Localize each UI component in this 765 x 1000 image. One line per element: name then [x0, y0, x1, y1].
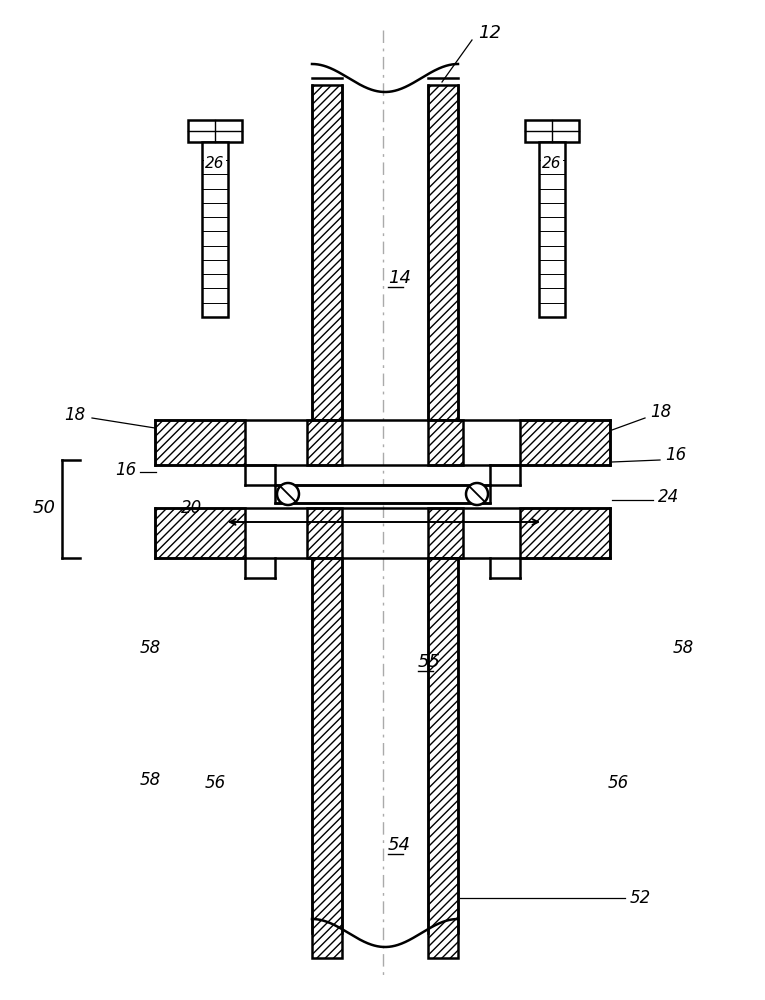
- Text: 56: 56: [607, 774, 629, 792]
- Bar: [428, 558, 458, 958]
- Bar: [312, 558, 342, 958]
- Text: 14: 14: [388, 269, 411, 287]
- Text: 18: 18: [650, 403, 671, 421]
- Circle shape: [466, 483, 488, 505]
- Bar: [525, 120, 579, 142]
- Text: 24: 24: [658, 488, 679, 506]
- Text: 58: 58: [139, 639, 161, 657]
- Circle shape: [277, 483, 299, 505]
- Text: 26: 26: [205, 156, 225, 172]
- Text: 26: 26: [542, 156, 562, 172]
- Text: 54: 54: [388, 836, 411, 854]
- Bar: [155, 508, 245, 558]
- Bar: [188, 120, 242, 142]
- Text: 50: 50: [32, 499, 56, 517]
- Text: 16: 16: [115, 461, 136, 479]
- Text: 58: 58: [672, 639, 694, 657]
- Bar: [520, 420, 610, 465]
- Bar: [312, 85, 342, 420]
- Bar: [428, 508, 463, 558]
- Bar: [428, 85, 458, 420]
- Text: 16: 16: [665, 446, 686, 464]
- Text: 58: 58: [139, 771, 161, 789]
- Bar: [520, 508, 610, 558]
- Text: 55: 55: [418, 653, 441, 671]
- Bar: [275, 485, 490, 503]
- Bar: [155, 420, 245, 465]
- Bar: [428, 420, 463, 465]
- Bar: [307, 508, 342, 558]
- Text: 18: 18: [64, 406, 86, 424]
- Bar: [539, 142, 565, 317]
- Text: 12: 12: [478, 24, 501, 42]
- Bar: [202, 142, 228, 317]
- Text: 20: 20: [181, 499, 202, 517]
- Text: 52: 52: [630, 889, 651, 907]
- Bar: [307, 420, 342, 465]
- Text: 56: 56: [204, 774, 226, 792]
